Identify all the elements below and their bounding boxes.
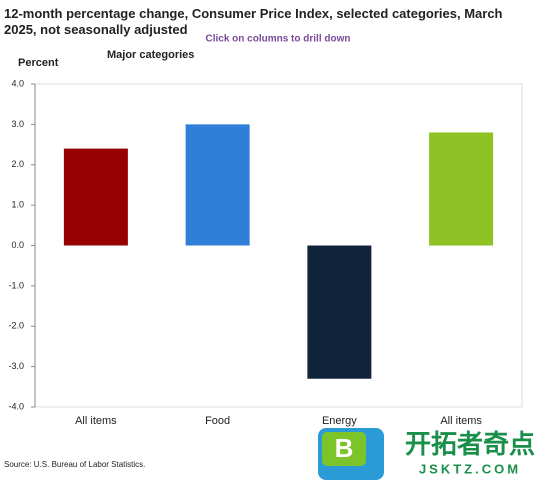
- watermark-name: 开拓者奇点: [405, 429, 535, 459]
- x-tick-label: All items: [75, 415, 117, 427]
- y-tick-label: -2.0: [8, 321, 24, 331]
- x-tick-label: Food: [205, 415, 230, 427]
- chart-title: 12-month percentage change, Consumer Pri…: [4, 6, 503, 37]
- watermark: B 开拓者奇点 JSKTZ.COM: [318, 428, 535, 480]
- bar[interactable]: [185, 124, 250, 246]
- watermark-icon: B: [335, 433, 354, 463]
- y-tick-label: -1.0: [8, 280, 24, 290]
- bar[interactable]: [429, 132, 494, 246]
- source: Source: U.S. Bureau of Labor Statistics.: [4, 460, 145, 469]
- y-tick-label: -4.0: [8, 401, 24, 411]
- x-tick-label: All items: [440, 415, 482, 427]
- x-tick-label: Energy: [322, 415, 357, 427]
- drill-hint[interactable]: Click on columns to drill down: [205, 34, 350, 45]
- bar[interactable]: [307, 245, 372, 379]
- y-tick-label: -3.0: [8, 361, 24, 371]
- y-axis-label: Percent: [18, 57, 59, 69]
- y-tick-label: 0.0: [11, 240, 24, 250]
- y-tick-label: 1.0: [11, 200, 24, 210]
- bar[interactable]: [63, 148, 128, 246]
- y-tick-label: 2.0: [11, 159, 24, 169]
- watermark-url: JSKTZ.COM: [419, 461, 521, 476]
- watermark-logo-inner: [322, 432, 366, 466]
- legend-title: Major categories: [107, 49, 194, 61]
- y-tick-label: 3.0: [11, 119, 24, 129]
- y-tick-label: 4.0: [11, 78, 24, 88]
